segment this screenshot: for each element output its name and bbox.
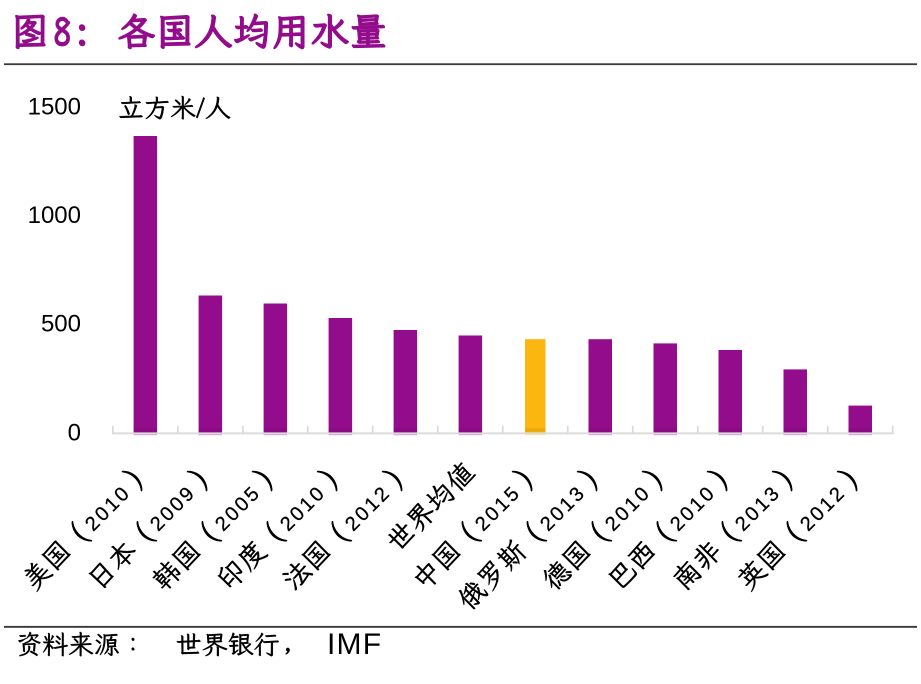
svg-text:1500: 1500 [28, 94, 81, 121]
svg-text:0: 0 [68, 419, 81, 446]
svg-text:500: 500 [41, 311, 81, 338]
svg-text:1000: 1000 [28, 202, 81, 229]
svg-text:IMF: IMF [327, 628, 382, 661]
